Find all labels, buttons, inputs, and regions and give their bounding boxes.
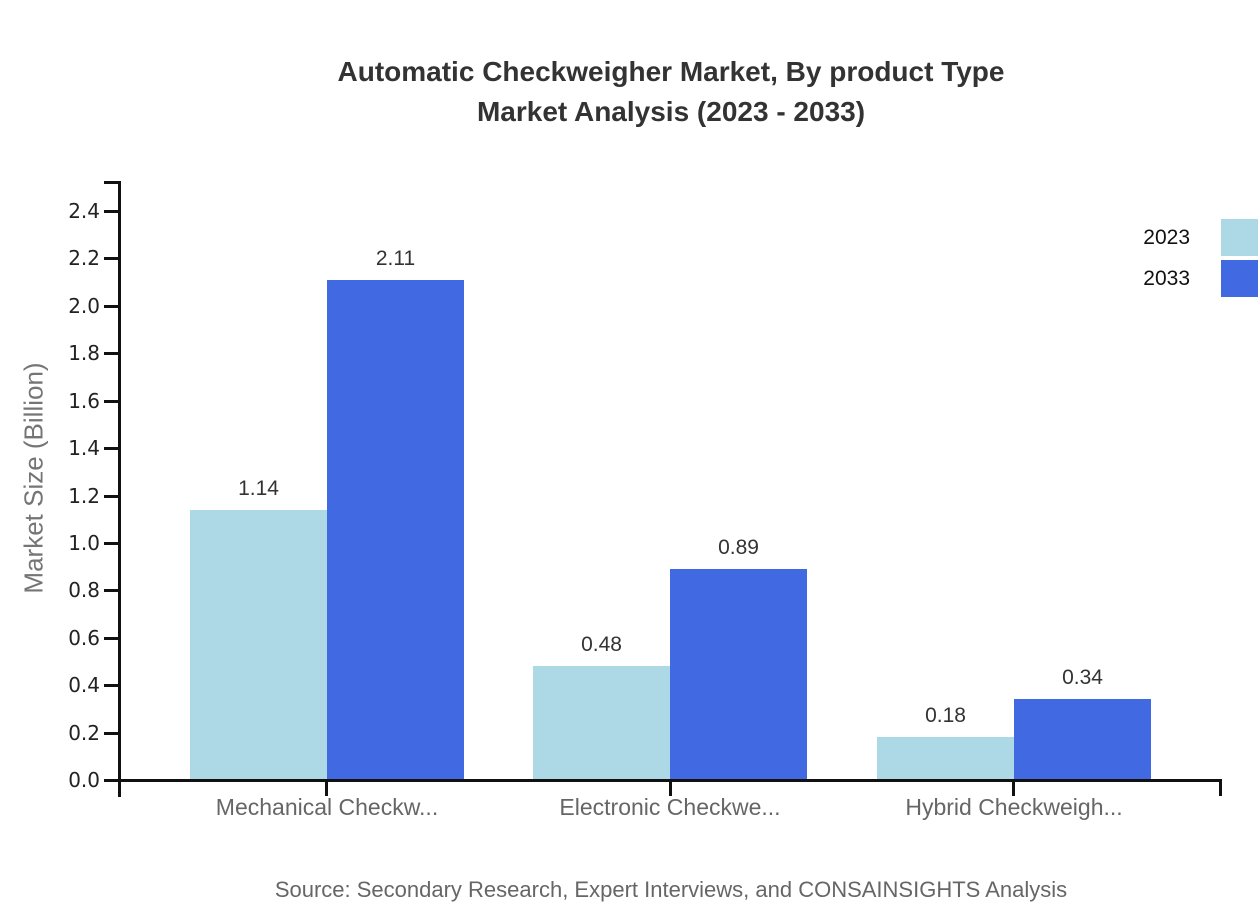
legend-swatch-2033 xyxy=(1221,260,1258,297)
y-tick-label: 0.4 xyxy=(68,673,100,697)
chart-title-line2: Market Analysis (2023 - 2033) xyxy=(476,96,866,127)
y-tick-label: 1.8 xyxy=(68,341,100,365)
bar-value-label: 1.14 xyxy=(238,477,279,500)
legend-label-2023: 2023 xyxy=(1143,226,1190,249)
y-tick-label: 1.4 xyxy=(68,436,100,460)
y-tick xyxy=(104,637,118,640)
y-tick xyxy=(104,400,118,403)
bar-2023-1 xyxy=(190,510,327,780)
legend-item-2033: 2033 xyxy=(1090,260,1258,297)
y-tick-label: 0.0 xyxy=(68,768,100,792)
bar-value-label: 2.11 xyxy=(375,247,416,270)
bar-value-label: 0.89 xyxy=(718,536,759,559)
y-tick-label: 0.6 xyxy=(68,626,100,650)
x-category-label: Hybrid Checkweigh... xyxy=(905,794,1123,820)
chart-title-line1: Automatic Checkweigher Market, By produc… xyxy=(337,56,1005,87)
y-tick xyxy=(104,210,118,213)
y-tick-label: 1.0 xyxy=(68,531,100,555)
bar-2023-2 xyxy=(533,666,670,780)
y-axis-top-cap xyxy=(104,181,118,184)
y-tick xyxy=(104,542,118,545)
y-tick xyxy=(104,732,118,735)
y-tick xyxy=(104,257,118,260)
bar-value-label: 0.48 xyxy=(581,633,622,656)
bar-2033-2 xyxy=(670,569,807,780)
bar-2033-3 xyxy=(1014,699,1151,780)
y-axis-line xyxy=(118,181,121,797)
legend-item-2023: 2023 xyxy=(1090,219,1258,256)
x-tick xyxy=(1012,779,1015,796)
y-tick xyxy=(104,447,118,450)
bar-2033-1 xyxy=(327,280,464,780)
y-tick-label: 2.4 xyxy=(68,199,100,223)
x-axis-end-tick xyxy=(1219,779,1222,796)
source-note: Source: Secondary Research, Expert Inter… xyxy=(274,877,1068,902)
x-axis-line xyxy=(104,779,1222,782)
x-category-label: Mechanical Checkw... xyxy=(215,794,439,820)
y-tick-label: 2.2 xyxy=(68,246,100,270)
y-tick xyxy=(104,684,118,687)
legend: 2023 2033 xyxy=(1090,219,1258,301)
bar-value-label: 0.34 xyxy=(1062,666,1103,689)
y-tick-label: 0.2 xyxy=(68,721,100,745)
y-tick-label: 0.8 xyxy=(68,578,100,602)
y-tick xyxy=(104,352,118,355)
y-tick-label: 1.6 xyxy=(68,389,100,413)
bar-value-label: 0.18 xyxy=(925,704,966,727)
y-tick-label: 1.2 xyxy=(68,484,100,508)
x-tick xyxy=(325,779,328,796)
bar-2023-3 xyxy=(877,737,1014,780)
x-category-label: Electronic Checkwe... xyxy=(559,794,781,820)
y-tick xyxy=(104,305,118,308)
y-tick-label: 2.0 xyxy=(68,294,100,318)
y-tick xyxy=(104,495,118,498)
legend-swatch-2023 xyxy=(1221,219,1258,256)
x-tick xyxy=(669,779,672,796)
legend-label-2033: 2033 xyxy=(1143,267,1190,290)
y-tick xyxy=(104,589,118,592)
chart-title: Automatic Checkweigher Market, By produc… xyxy=(120,52,1222,132)
